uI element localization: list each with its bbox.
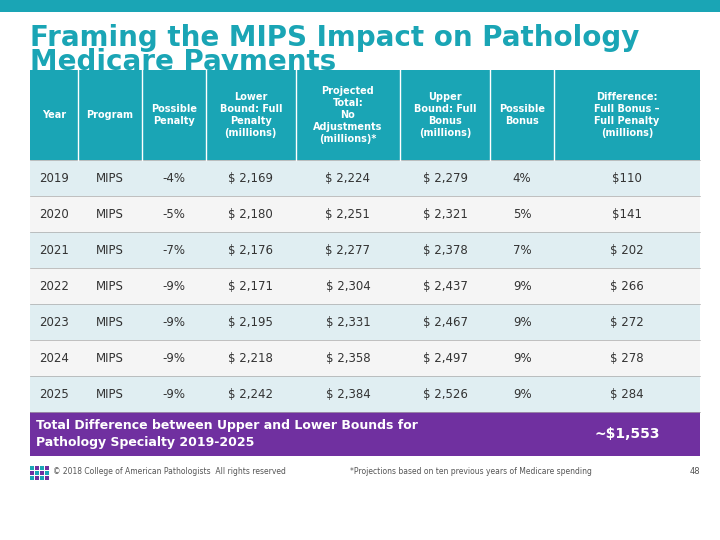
Text: $ 2,242: $ 2,242 xyxy=(228,388,274,401)
Bar xyxy=(40,476,44,480)
Text: $ 278: $ 278 xyxy=(610,352,644,365)
Bar xyxy=(35,466,39,470)
Text: $ 2,176: $ 2,176 xyxy=(228,244,274,256)
Text: $ 2,526: $ 2,526 xyxy=(423,388,467,401)
Text: $ 2,218: $ 2,218 xyxy=(228,352,273,365)
Text: -7%: -7% xyxy=(162,244,185,256)
Text: $ 2,171: $ 2,171 xyxy=(228,280,274,293)
Bar xyxy=(30,304,700,340)
Text: © 2018 College of American Pathologists  All rights reserved: © 2018 College of American Pathologists … xyxy=(53,468,286,476)
Text: $ 272: $ 272 xyxy=(610,315,644,328)
Bar xyxy=(30,70,700,160)
Text: $ 2,224: $ 2,224 xyxy=(325,172,370,185)
Bar xyxy=(554,412,700,456)
Text: $ 2,358: $ 2,358 xyxy=(325,352,370,365)
Text: $ 2,321: $ 2,321 xyxy=(423,207,467,220)
Text: MIPS: MIPS xyxy=(96,244,124,256)
Text: $ 2,378: $ 2,378 xyxy=(423,244,467,256)
Bar xyxy=(35,471,39,475)
Text: 2024: 2024 xyxy=(39,352,69,365)
Bar xyxy=(30,376,700,412)
Text: -9%: -9% xyxy=(162,280,185,293)
Text: $ 2,169: $ 2,169 xyxy=(228,172,274,185)
Text: 5%: 5% xyxy=(513,207,531,220)
Text: *Projections based on ten previous years of Medicare spending: *Projections based on ten previous years… xyxy=(350,468,592,476)
Bar xyxy=(30,340,700,376)
Text: $ 2,277: $ 2,277 xyxy=(325,244,370,256)
Text: Possible
Penalty: Possible Penalty xyxy=(150,104,197,126)
Bar xyxy=(45,471,49,475)
Bar xyxy=(30,471,34,475)
Text: 4%: 4% xyxy=(513,172,531,185)
Text: Total Difference between Upper and Lower Bounds for
Pathology Specialty 2019-202: Total Difference between Upper and Lower… xyxy=(36,419,418,449)
Text: MIPS: MIPS xyxy=(96,280,124,293)
Text: $ 2,437: $ 2,437 xyxy=(423,280,467,293)
Text: MIPS: MIPS xyxy=(96,207,124,220)
Text: $ 2,279: $ 2,279 xyxy=(423,172,467,185)
Bar xyxy=(30,466,34,470)
Bar xyxy=(0,0,720,12)
Text: 2023: 2023 xyxy=(40,315,69,328)
Bar xyxy=(45,466,49,470)
Text: 2022: 2022 xyxy=(39,280,69,293)
Text: $ 2,180: $ 2,180 xyxy=(228,207,273,220)
Text: $141: $141 xyxy=(612,207,642,220)
Text: Framing the MIPS Impact on Pathology: Framing the MIPS Impact on Pathology xyxy=(30,24,639,52)
Text: $ 2,384: $ 2,384 xyxy=(325,388,370,401)
Text: $ 202: $ 202 xyxy=(610,244,644,256)
Text: 9%: 9% xyxy=(513,315,531,328)
Text: MIPS: MIPS xyxy=(96,172,124,185)
Bar xyxy=(30,476,34,480)
Text: $110: $110 xyxy=(612,172,642,185)
Text: $ 2,251: $ 2,251 xyxy=(325,207,370,220)
Text: 9%: 9% xyxy=(513,352,531,365)
Bar xyxy=(30,232,700,268)
Text: 2020: 2020 xyxy=(40,207,69,220)
Text: Difference:
Full Bonus –
Full Penalty
(millions): Difference: Full Bonus – Full Penalty (m… xyxy=(594,92,660,138)
Text: 9%: 9% xyxy=(513,388,531,401)
Text: Medicare Payments: Medicare Payments xyxy=(30,48,336,76)
Text: $ 2,467: $ 2,467 xyxy=(423,315,467,328)
Text: MIPS: MIPS xyxy=(96,388,124,401)
Text: MIPS: MIPS xyxy=(96,315,124,328)
Bar xyxy=(45,476,49,480)
Text: 2021: 2021 xyxy=(39,244,69,256)
Text: -9%: -9% xyxy=(162,388,185,401)
Text: 7%: 7% xyxy=(513,244,531,256)
Text: $ 2,195: $ 2,195 xyxy=(228,315,273,328)
Text: -9%: -9% xyxy=(162,315,185,328)
Text: 9%: 9% xyxy=(513,280,531,293)
Text: -5%: -5% xyxy=(162,207,185,220)
Bar xyxy=(30,412,554,456)
Text: Upper
Bound: Full
Bonus
(millions): Upper Bound: Full Bonus (millions) xyxy=(414,92,477,138)
Text: $ 2,304: $ 2,304 xyxy=(325,280,370,293)
Text: Possible
Bonus: Possible Bonus xyxy=(499,104,545,126)
Text: $ 2,497: $ 2,497 xyxy=(423,352,467,365)
Text: 2025: 2025 xyxy=(40,388,69,401)
Bar xyxy=(30,196,700,232)
Text: 2019: 2019 xyxy=(39,172,69,185)
Text: Lower
Bound: Full
Penalty
(millions): Lower Bound: Full Penalty (millions) xyxy=(220,92,282,138)
Text: MIPS: MIPS xyxy=(96,352,124,365)
Text: Projected
Total:
No
Adjustments
(millions)*: Projected Total: No Adjustments (million… xyxy=(313,86,382,144)
Bar xyxy=(40,466,44,470)
Bar xyxy=(30,160,700,196)
Text: $ 266: $ 266 xyxy=(610,280,644,293)
Text: ~$1,553: ~$1,553 xyxy=(594,427,660,441)
Text: -9%: -9% xyxy=(162,352,185,365)
Text: -4%: -4% xyxy=(162,172,185,185)
Text: 48: 48 xyxy=(689,468,700,476)
Text: Program: Program xyxy=(86,110,134,120)
Text: $ 2,331: $ 2,331 xyxy=(325,315,370,328)
Text: $ 284: $ 284 xyxy=(610,388,644,401)
Bar xyxy=(30,268,700,304)
Bar xyxy=(35,476,39,480)
Text: Year: Year xyxy=(42,110,66,120)
Bar xyxy=(40,471,44,475)
